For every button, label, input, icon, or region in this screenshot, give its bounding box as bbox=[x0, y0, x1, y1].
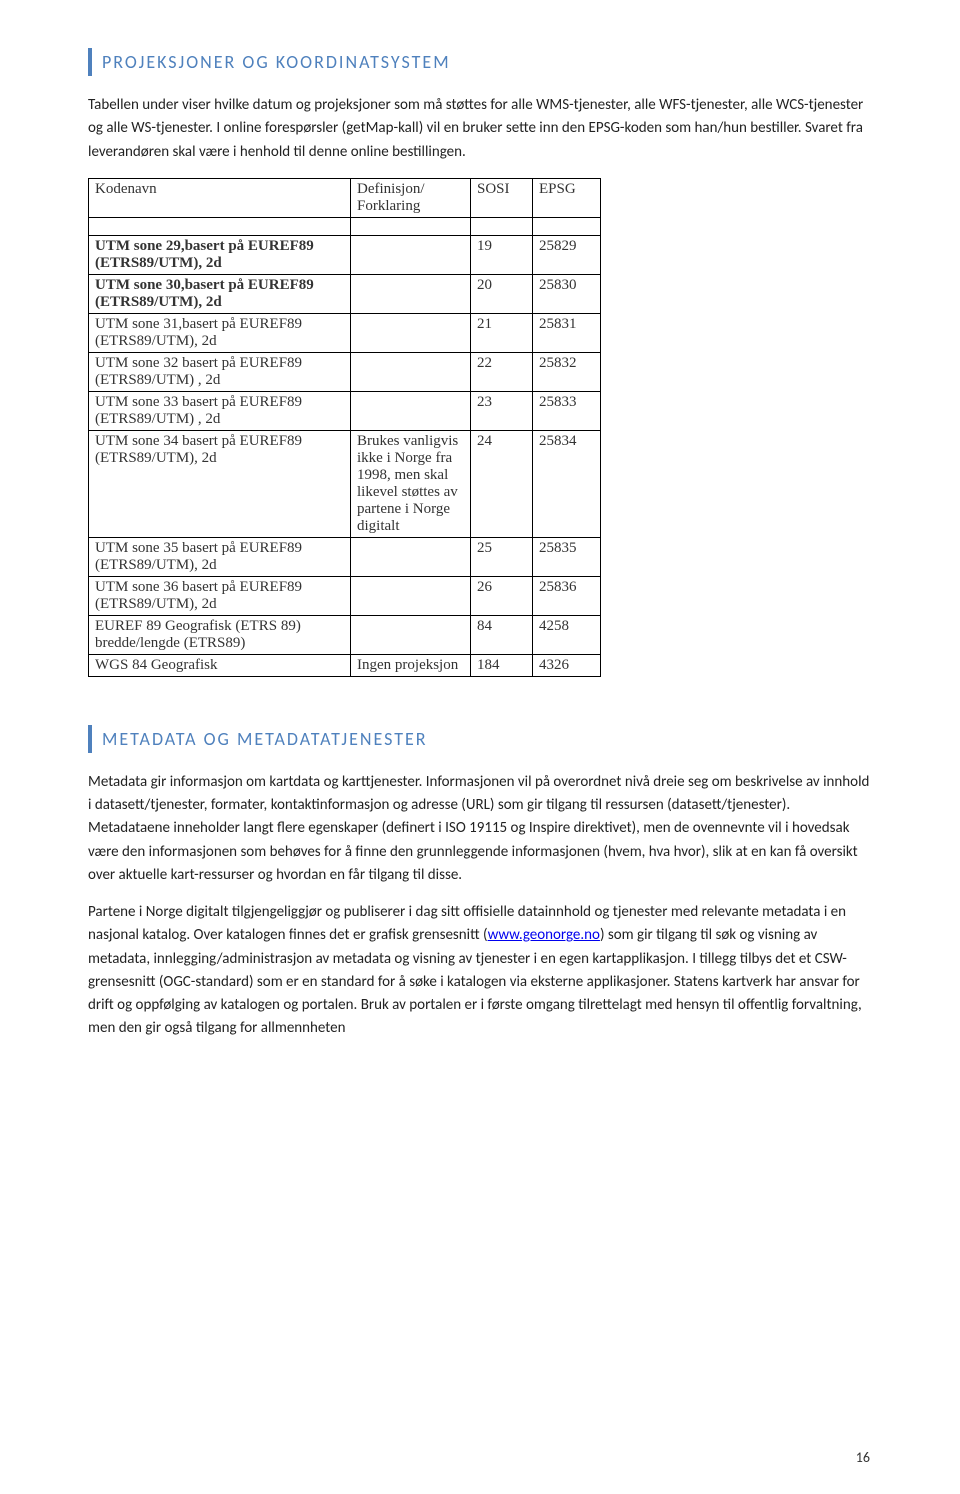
section-header-metadata: METADATA OG METADATATJENESTER bbox=[88, 725, 872, 753]
cell-def bbox=[351, 391, 471, 430]
cell-epsg: 25833 bbox=[533, 391, 601, 430]
cell-sosi: 19 bbox=[471, 235, 533, 274]
cell-def: Brukes vanligvis ikke i Norge fra 1998, … bbox=[351, 430, 471, 537]
cell-sosi: 22 bbox=[471, 352, 533, 391]
cell-def bbox=[351, 537, 471, 576]
document-page: PROJEKSJONER OG KOORDINATSYSTEM Tabellen… bbox=[0, 0, 960, 1494]
cell-epsg: 4326 bbox=[533, 654, 601, 676]
cell-epsg: 25836 bbox=[533, 576, 601, 615]
intro-paragraph: Tabellen under viser hvilke datum og pro… bbox=[88, 94, 872, 164]
cell-epsg: 25834 bbox=[533, 430, 601, 537]
table-row: UTM sone 36 basert på EUREF89 (ETRS89/UT… bbox=[89, 576, 601, 615]
cell-name: EUREF 89 Geografisk (ETRS 89) bredde/len… bbox=[89, 615, 351, 654]
metadata-paragraph-2: Partene i Norge digitalt tilgjengeliggjø… bbox=[88, 901, 872, 1041]
table-row: UTM sone 32 basert på EUREF89 (ETRS89/UT… bbox=[89, 352, 601, 391]
cell-name: UTM sone 35 basert på EUREF89 (ETRS89/UT… bbox=[89, 537, 351, 576]
cell-name: UTM sone 29,basert på EUREF89 (ETRS89/UT… bbox=[89, 235, 351, 274]
cell-epsg: 25832 bbox=[533, 352, 601, 391]
cell-def: Ingen projeksjon bbox=[351, 654, 471, 676]
geonorge-link[interactable]: www.geonorge.no bbox=[488, 926, 600, 944]
cell-epsg: 4258 bbox=[533, 615, 601, 654]
cell-name: UTM sone 34 basert på EUREF89 (ETRS89/UT… bbox=[89, 430, 351, 537]
cell-name: UTM sone 30,basert på EUREF89 (ETRS89/UT… bbox=[89, 274, 351, 313]
cell-def bbox=[351, 352, 471, 391]
cell-def bbox=[351, 235, 471, 274]
section-header-projections: PROJEKSJONER OG KOORDINATSYSTEM bbox=[88, 48, 872, 76]
header-name: Kodenavn bbox=[89, 178, 351, 217]
cell-name: WGS 84 Geografisk bbox=[89, 654, 351, 676]
cell-sosi: 24 bbox=[471, 430, 533, 537]
table-row: UTM sone 35 basert på EUREF89 (ETRS89/UT… bbox=[89, 537, 601, 576]
table-row: UTM sone 30,basert på EUREF89 (ETRS89/UT… bbox=[89, 274, 601, 313]
cell-name: UTM sone 33 basert på EUREF89 (ETRS89/UT… bbox=[89, 391, 351, 430]
cell-name: UTM sone 32 basert på EUREF89 (ETRS89/UT… bbox=[89, 352, 351, 391]
table-spacer-row bbox=[89, 217, 601, 235]
cell-def bbox=[351, 313, 471, 352]
cell-sosi: 184 bbox=[471, 654, 533, 676]
cell-sosi: 23 bbox=[471, 391, 533, 430]
cell-def bbox=[351, 615, 471, 654]
table-row: WGS 84 GeografiskIngen projeksjon1844326 bbox=[89, 654, 601, 676]
cell-sosi: 21 bbox=[471, 313, 533, 352]
table-header-row: Kodenavn Definisjon/ Forklaring SOSI EPS… bbox=[89, 178, 601, 217]
metadata-paragraph-1: Metadata gir informasjon om kartdata og … bbox=[88, 771, 872, 887]
projection-table: Kodenavn Definisjon/ Forklaring SOSI EPS… bbox=[88, 178, 601, 677]
cell-name: UTM sone 36 basert på EUREF89 (ETRS89/UT… bbox=[89, 576, 351, 615]
header-epsg: EPSG bbox=[533, 178, 601, 217]
section-title: PROJEKSJONER OG KOORDINATSYSTEM bbox=[102, 51, 451, 73]
cell-def bbox=[351, 576, 471, 615]
cell-name: UTM sone 31,basert på EUREF89 (ETRS89/UT… bbox=[89, 313, 351, 352]
table-row: EUREF 89 Geografisk (ETRS 89) bredde/len… bbox=[89, 615, 601, 654]
page-number: 16 bbox=[856, 1449, 870, 1466]
cell-epsg: 25829 bbox=[533, 235, 601, 274]
cell-sosi: 20 bbox=[471, 274, 533, 313]
cell-epsg: 25835 bbox=[533, 537, 601, 576]
cell-sosi: 26 bbox=[471, 576, 533, 615]
cell-epsg: 25830 bbox=[533, 274, 601, 313]
table-row: UTM sone 33 basert på EUREF89 (ETRS89/UT… bbox=[89, 391, 601, 430]
table-row: UTM sone 29,basert på EUREF89 (ETRS89/UT… bbox=[89, 235, 601, 274]
cell-sosi: 84 bbox=[471, 615, 533, 654]
cell-def bbox=[351, 274, 471, 313]
table-row: UTM sone 34 basert på EUREF89 (ETRS89/UT… bbox=[89, 430, 601, 537]
section-title: METADATA OG METADATATJENESTER bbox=[102, 728, 428, 750]
header-sosi: SOSI bbox=[471, 178, 533, 217]
cell-sosi: 25 bbox=[471, 537, 533, 576]
cell-epsg: 25831 bbox=[533, 313, 601, 352]
header-def: Definisjon/ Forklaring bbox=[351, 178, 471, 217]
table-row: UTM sone 31,basert på EUREF89 (ETRS89/UT… bbox=[89, 313, 601, 352]
